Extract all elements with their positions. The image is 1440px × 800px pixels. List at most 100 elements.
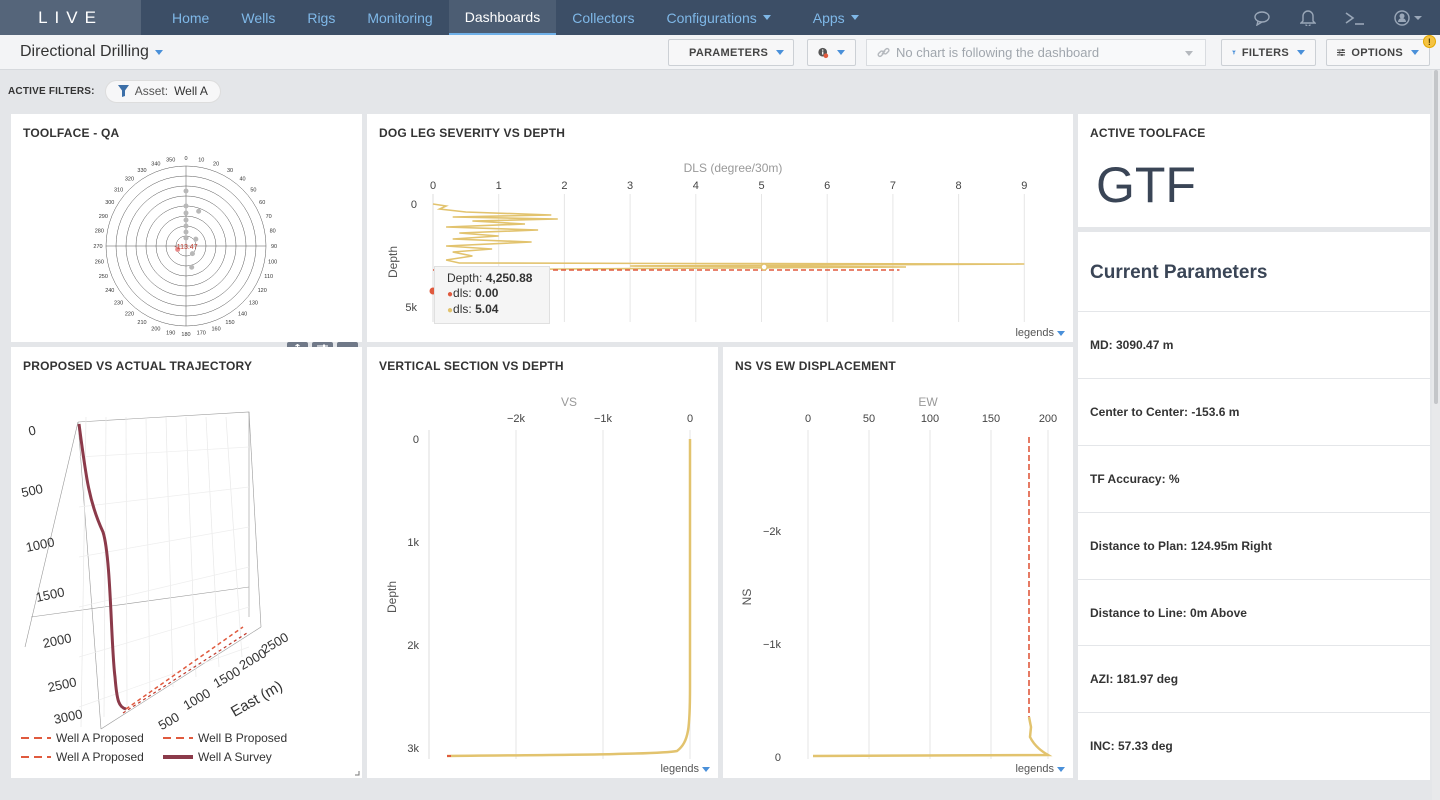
depth-tick-label: 500 xyxy=(20,481,44,500)
polar-angle-label: 120 xyxy=(258,288,267,294)
depth-tick-label: 2000 xyxy=(41,630,72,651)
well-a-survey-line xyxy=(77,423,127,711)
chart-follow-select[interactable]: No chart is following the dashboard xyxy=(866,39,1206,66)
ns-ew-panel: NS VS EW DISPLACEMENT EW NS 0 50 100 150 200 −2… xyxy=(723,347,1073,778)
active-toolface-panel: ACTIVE TOOLFACE GTF xyxy=(1078,114,1430,227)
x-tick-label: 2 xyxy=(561,180,567,192)
legends-toggle[interactable]: legends xyxy=(660,763,710,775)
y-axis-title: Depth xyxy=(386,246,400,278)
polar-angle-label: 220 xyxy=(125,311,134,317)
x-axis-title: VS xyxy=(561,395,577,409)
dashboard-selector[interactable]: Directional Drilling xyxy=(20,43,163,61)
series-dot-icon: ● xyxy=(447,289,454,300)
param-row: MD: 3090.47 m xyxy=(1078,311,1430,378)
nav-item-configurations[interactable]: Configurations xyxy=(650,0,786,35)
polar-angle-label: 90 xyxy=(271,244,277,250)
nav-item-collectors[interactable]: Collectors xyxy=(572,9,635,26)
nav-item-rigs[interactable]: Rigs xyxy=(307,9,336,26)
depth-tick-label: 2500 xyxy=(46,674,77,695)
polar-angle-label: 150 xyxy=(225,320,234,326)
trajectory-grid xyxy=(125,416,128,708)
y-axis-title: NS xyxy=(740,589,754,606)
panel-title: PROPOSED VS ACTUAL TRAJECTORY xyxy=(23,359,253,373)
param-row: Center to Center: -153.6 m xyxy=(1078,378,1430,445)
east-tick-label: 2500 xyxy=(258,629,291,656)
x-tick-label: 0 xyxy=(430,180,436,192)
depth-tick-label: 3000 xyxy=(52,706,83,727)
polar-angle-label: 310 xyxy=(114,187,123,193)
polar-angle-label: 20 xyxy=(213,161,219,167)
trajectory-wireframe xyxy=(100,626,262,730)
page-scrollbar-track[interactable] xyxy=(1432,70,1440,800)
nav-item-home[interactable]: Home xyxy=(172,9,210,26)
info-button[interactable] xyxy=(807,39,856,66)
legends-toggle[interactable]: legends xyxy=(1015,327,1065,339)
well-b-proposed-line xyxy=(122,632,248,714)
legend-label: Well A Proposed xyxy=(56,750,144,764)
polar-angle-label: 60 xyxy=(259,200,265,206)
top-navigation: LIVE Home Wells Rigs Monitoring Dashboar… xyxy=(0,0,1440,35)
trajectory-wireframe xyxy=(77,421,102,730)
polar-angle-label: 10 xyxy=(198,157,204,163)
x-tick-label: 150 xyxy=(982,413,1000,425)
app-logo[interactable]: LIVE xyxy=(0,0,141,35)
polar-angle-label: 190 xyxy=(166,331,175,337)
user-menu[interactable] xyxy=(1394,9,1424,26)
y-tick-label: 3k xyxy=(407,743,419,755)
bell-icon[interactable] xyxy=(1300,9,1316,26)
nav-item-dashboards[interactable]: Dashboards xyxy=(448,0,557,35)
nav-item-apps[interactable]: Apps xyxy=(797,0,875,35)
polar-angle-label: 100 xyxy=(268,259,277,265)
filters-button[interactable]: FILTERS xyxy=(1221,39,1316,66)
x-tick-label: 0 xyxy=(805,413,811,425)
param-row: TF Accuracy: % xyxy=(1078,445,1430,512)
trajectory-grid xyxy=(78,606,250,658)
x-tick-label: 100 xyxy=(921,413,939,425)
parameters-button[interactable]: PARAMETERS xyxy=(668,39,794,66)
chat-icon[interactable] xyxy=(1254,10,1272,26)
dls-hover-marker xyxy=(760,263,768,271)
polar-angle-label: 230 xyxy=(114,301,123,307)
chart-follow-placeholder: No chart is following the dashboard xyxy=(896,45,1100,60)
chevron-down-icon xyxy=(1411,50,1419,55)
polar-angle-label: 170 xyxy=(197,331,206,337)
polar-angle-label: 80 xyxy=(270,229,276,235)
polar-angle-label: 0 xyxy=(184,156,187,162)
polar-angle-label: 330 xyxy=(137,168,146,174)
ns-ew-chart[interactable]: EW NS 0 50 100 150 200 −2k −1k 0 xyxy=(723,347,1073,778)
panel-title: TOOLFACE - QA xyxy=(23,126,120,140)
legends-label: legends xyxy=(1015,763,1054,775)
chevron-down-icon xyxy=(850,15,859,20)
terminal-icon[interactable] xyxy=(1344,10,1366,26)
filter-icon xyxy=(117,85,129,97)
trajectory-grid xyxy=(225,416,243,658)
polar-angle-label: 30 xyxy=(227,168,233,174)
sliders-icon xyxy=(1337,49,1346,56)
nav-item-monitoring[interactable]: Monitoring xyxy=(367,9,433,26)
filter-chip-asset[interactable]: Asset: Well A xyxy=(104,79,221,103)
x-tick-label: 1 xyxy=(496,180,502,192)
east-axis-title: East (m) xyxy=(228,678,286,721)
chevron-down-icon xyxy=(154,49,163,55)
toolface-point xyxy=(183,203,189,209)
trajectory-grid xyxy=(145,416,151,698)
polar-angle-label: 340 xyxy=(151,161,160,167)
east-tick-label: 500 xyxy=(156,709,182,733)
legend-label: Well A Proposed xyxy=(56,731,144,745)
nav-item-wells[interactable]: Wells xyxy=(241,9,276,26)
dashboard-toolbar: Directional Drilling PARAMETERS No chart… xyxy=(0,35,1440,70)
ns-actual-line xyxy=(812,716,1053,758)
dls-chart[interactable]: DLS (degree/30m) Depth 0 1 2 3 4 5 6 7 8 9 0 5k xyxy=(367,114,1073,342)
chevron-down-icon xyxy=(837,50,845,55)
polar-angle-label: 240 xyxy=(105,288,114,294)
trajectory-wireframe xyxy=(24,421,79,648)
vs-depth-chart[interactable]: VS Depth −2k −1k 0 0 1k 2k 3k xyxy=(367,347,718,778)
toolface-point xyxy=(196,208,202,214)
page-scrollbar-thumb[interactable] xyxy=(1434,70,1438,404)
vs-series-line xyxy=(446,439,692,758)
options-button[interactable]: OPTIONS ! xyxy=(1326,35,1436,66)
legends-toggle[interactable]: legends xyxy=(1015,763,1065,775)
x-tick-label: 8 xyxy=(956,180,962,192)
